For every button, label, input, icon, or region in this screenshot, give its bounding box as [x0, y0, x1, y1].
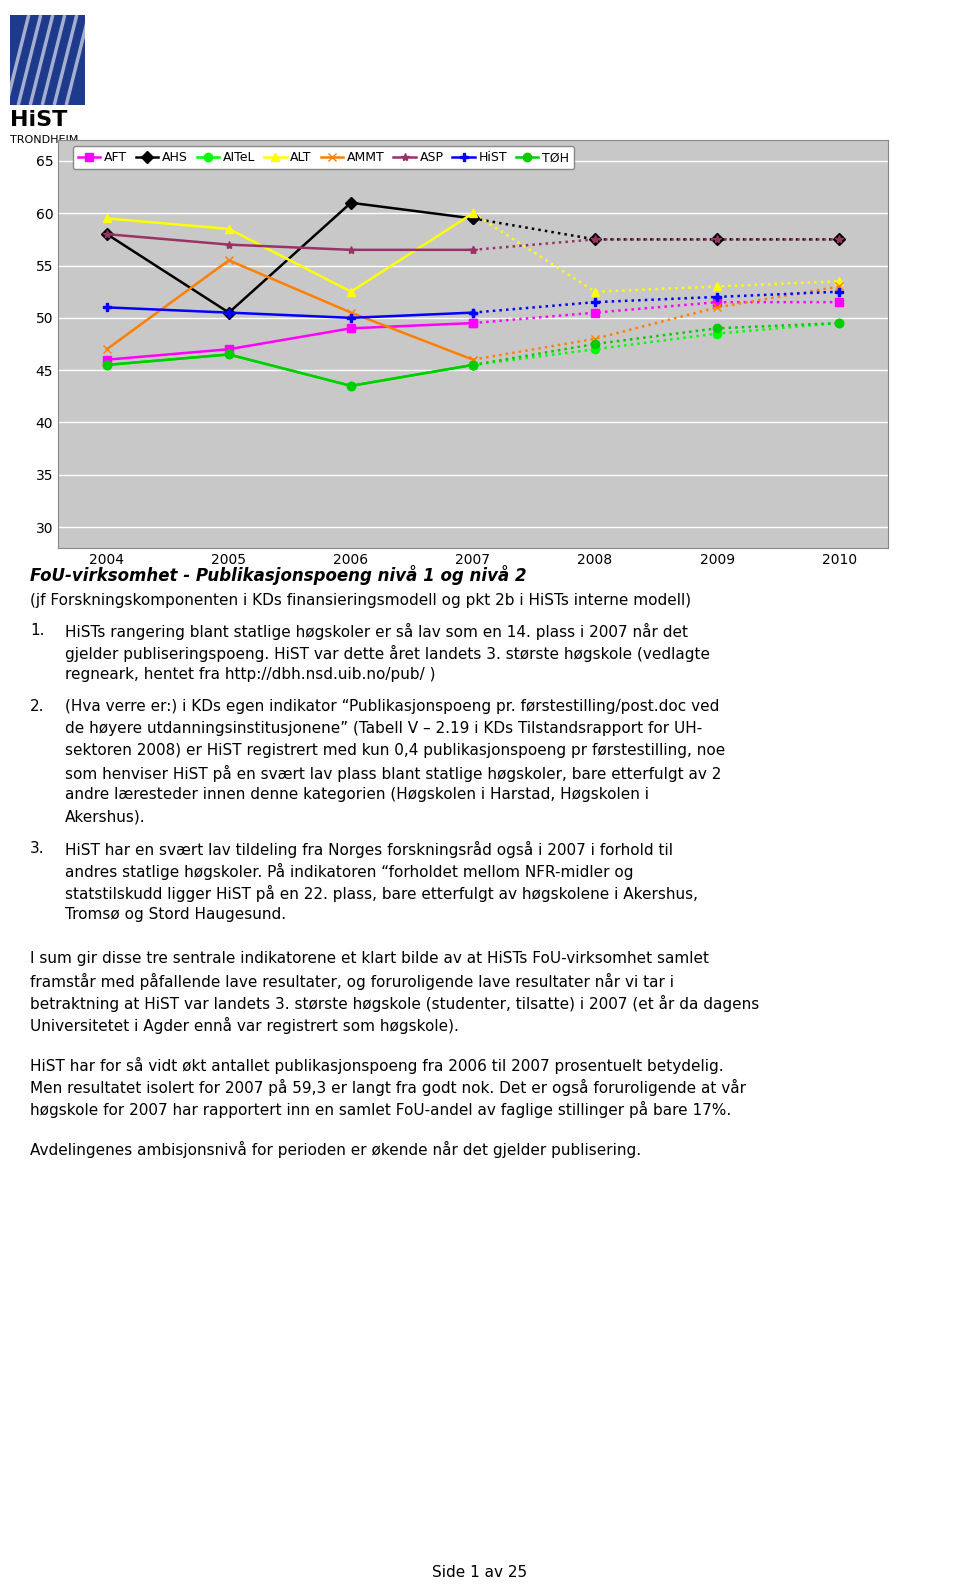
Text: betraktning at HiST var landets 3. største høgskole (studenter, tilsatte) i 2007: betraktning at HiST var landets 3. størs…: [30, 994, 759, 1012]
Text: andre læresteder innen denne kategorien (Høgskolen i Harstad, Høgskolen i: andre læresteder innen denne kategorien …: [65, 787, 649, 803]
Text: framstår med påfallende lave resultater, og foruroligende lave resultater når vi: framstår med påfallende lave resultater,…: [30, 974, 674, 990]
Text: Avdelingenes ambisjonsnivå for perioden er økende når det gjelder publisering.: Avdelingenes ambisjonsnivå for perioden …: [30, 1141, 641, 1159]
Text: Men resultatet isolert for 2007 på 59,3 er langt fra godt nok. Det er også forur: Men resultatet isolert for 2007 på 59,3 …: [30, 1079, 746, 1096]
Text: regneark, hentet fra http://dbh.nsd.uib.no/pub/ ): regneark, hentet fra http://dbh.nsd.uib.…: [65, 667, 436, 681]
Text: Universitetet i Agder ennå var registrert som høgskole).: Universitetet i Agder ennå var registrer…: [30, 1017, 459, 1034]
Text: andres statlige høgskoler. På indikatoren “forholdet mellom NFR-midler og: andres statlige høgskoler. På indikatore…: [65, 863, 634, 879]
Text: statstilskudd ligger HiST på en 22. plass, bare etterfulgt av høgskolene i Akers: statstilskudd ligger HiST på en 22. plas…: [65, 886, 698, 902]
Text: TRONDHEIM: TRONDHEIM: [10, 136, 79, 145]
Legend: AFT, AHS, AITeL, ALT, AMMT, ASP, HiST, TØH: AFT, AHS, AITeL, ALT, AMMT, ASP, HiST, T…: [73, 147, 574, 169]
Text: FoU-virksomhet - Publikasjonspoeng nivå 1 og nivå 2: FoU-virksomhet - Publikasjonspoeng nivå …: [30, 565, 527, 586]
Text: gjelder publiseringspoeng. HiST var dette året landets 3. største høgskole (vedl: gjelder publiseringspoeng. HiST var dett…: [65, 645, 710, 662]
Text: Tromsø og Stord Haugesund.: Tromsø og Stord Haugesund.: [65, 907, 286, 922]
Text: 3.: 3.: [30, 841, 44, 855]
Text: (jf Forskningskomponenten i KDs finansieringsmodell og pkt 2b i HiSTs interne mo: (jf Forskningskomponenten i KDs finansie…: [30, 594, 691, 608]
Text: høgskole for 2007 har rapportert inn en samlet FoU-andel av faglige stillinger p: høgskole for 2007 har rapportert inn en …: [30, 1101, 732, 1119]
Text: sektoren 2008) er HiST registrert med kun 0,4 publikasjonspoeng pr førstestillin: sektoren 2008) er HiST registrert med ku…: [65, 744, 725, 758]
Text: HiST har for så vidt økt antallet publikasjonspoeng fra 2006 til 2007 prosentuel: HiST har for så vidt økt antallet publik…: [30, 1057, 724, 1074]
Text: som henviser HiST på en svært lav plass blant statlige høgskoler, bare etterfulg: som henviser HiST på en svært lav plass …: [65, 764, 721, 782]
Text: I sum gir disse tre sentrale indikatorene et klart bilde av at HiSTs FoU-virksom: I sum gir disse tre sentrale indikatoren…: [30, 951, 709, 966]
Text: de høyere utdanningsinstitusjonene” (Tabell V – 2.19 i KDs Tilstandsrapport for : de høyere utdanningsinstitusjonene” (Tab…: [65, 721, 703, 736]
Text: HiST: HiST: [10, 110, 67, 131]
Text: 2.: 2.: [30, 699, 44, 713]
Text: 1.: 1.: [30, 622, 44, 638]
Text: HiSTs rangering blant statlige høgskoler er så lav som en 14. plass i 2007 når d: HiSTs rangering blant statlige høgskoler…: [65, 622, 688, 640]
Text: HiST har en svært lav tildeling fra Norges forskningsråd også i 2007 i forhold t: HiST har en svært lav tildeling fra Norg…: [65, 841, 673, 859]
Text: Akershus).: Akershus).: [65, 809, 146, 824]
Text: (Hva verre er:) i KDs egen indikator “Publikasjonspoeng pr. førstestilling/post.: (Hva verre er:) i KDs egen indikator “Pu…: [65, 699, 719, 713]
Text: Side 1 av 25: Side 1 av 25: [432, 1566, 528, 1580]
